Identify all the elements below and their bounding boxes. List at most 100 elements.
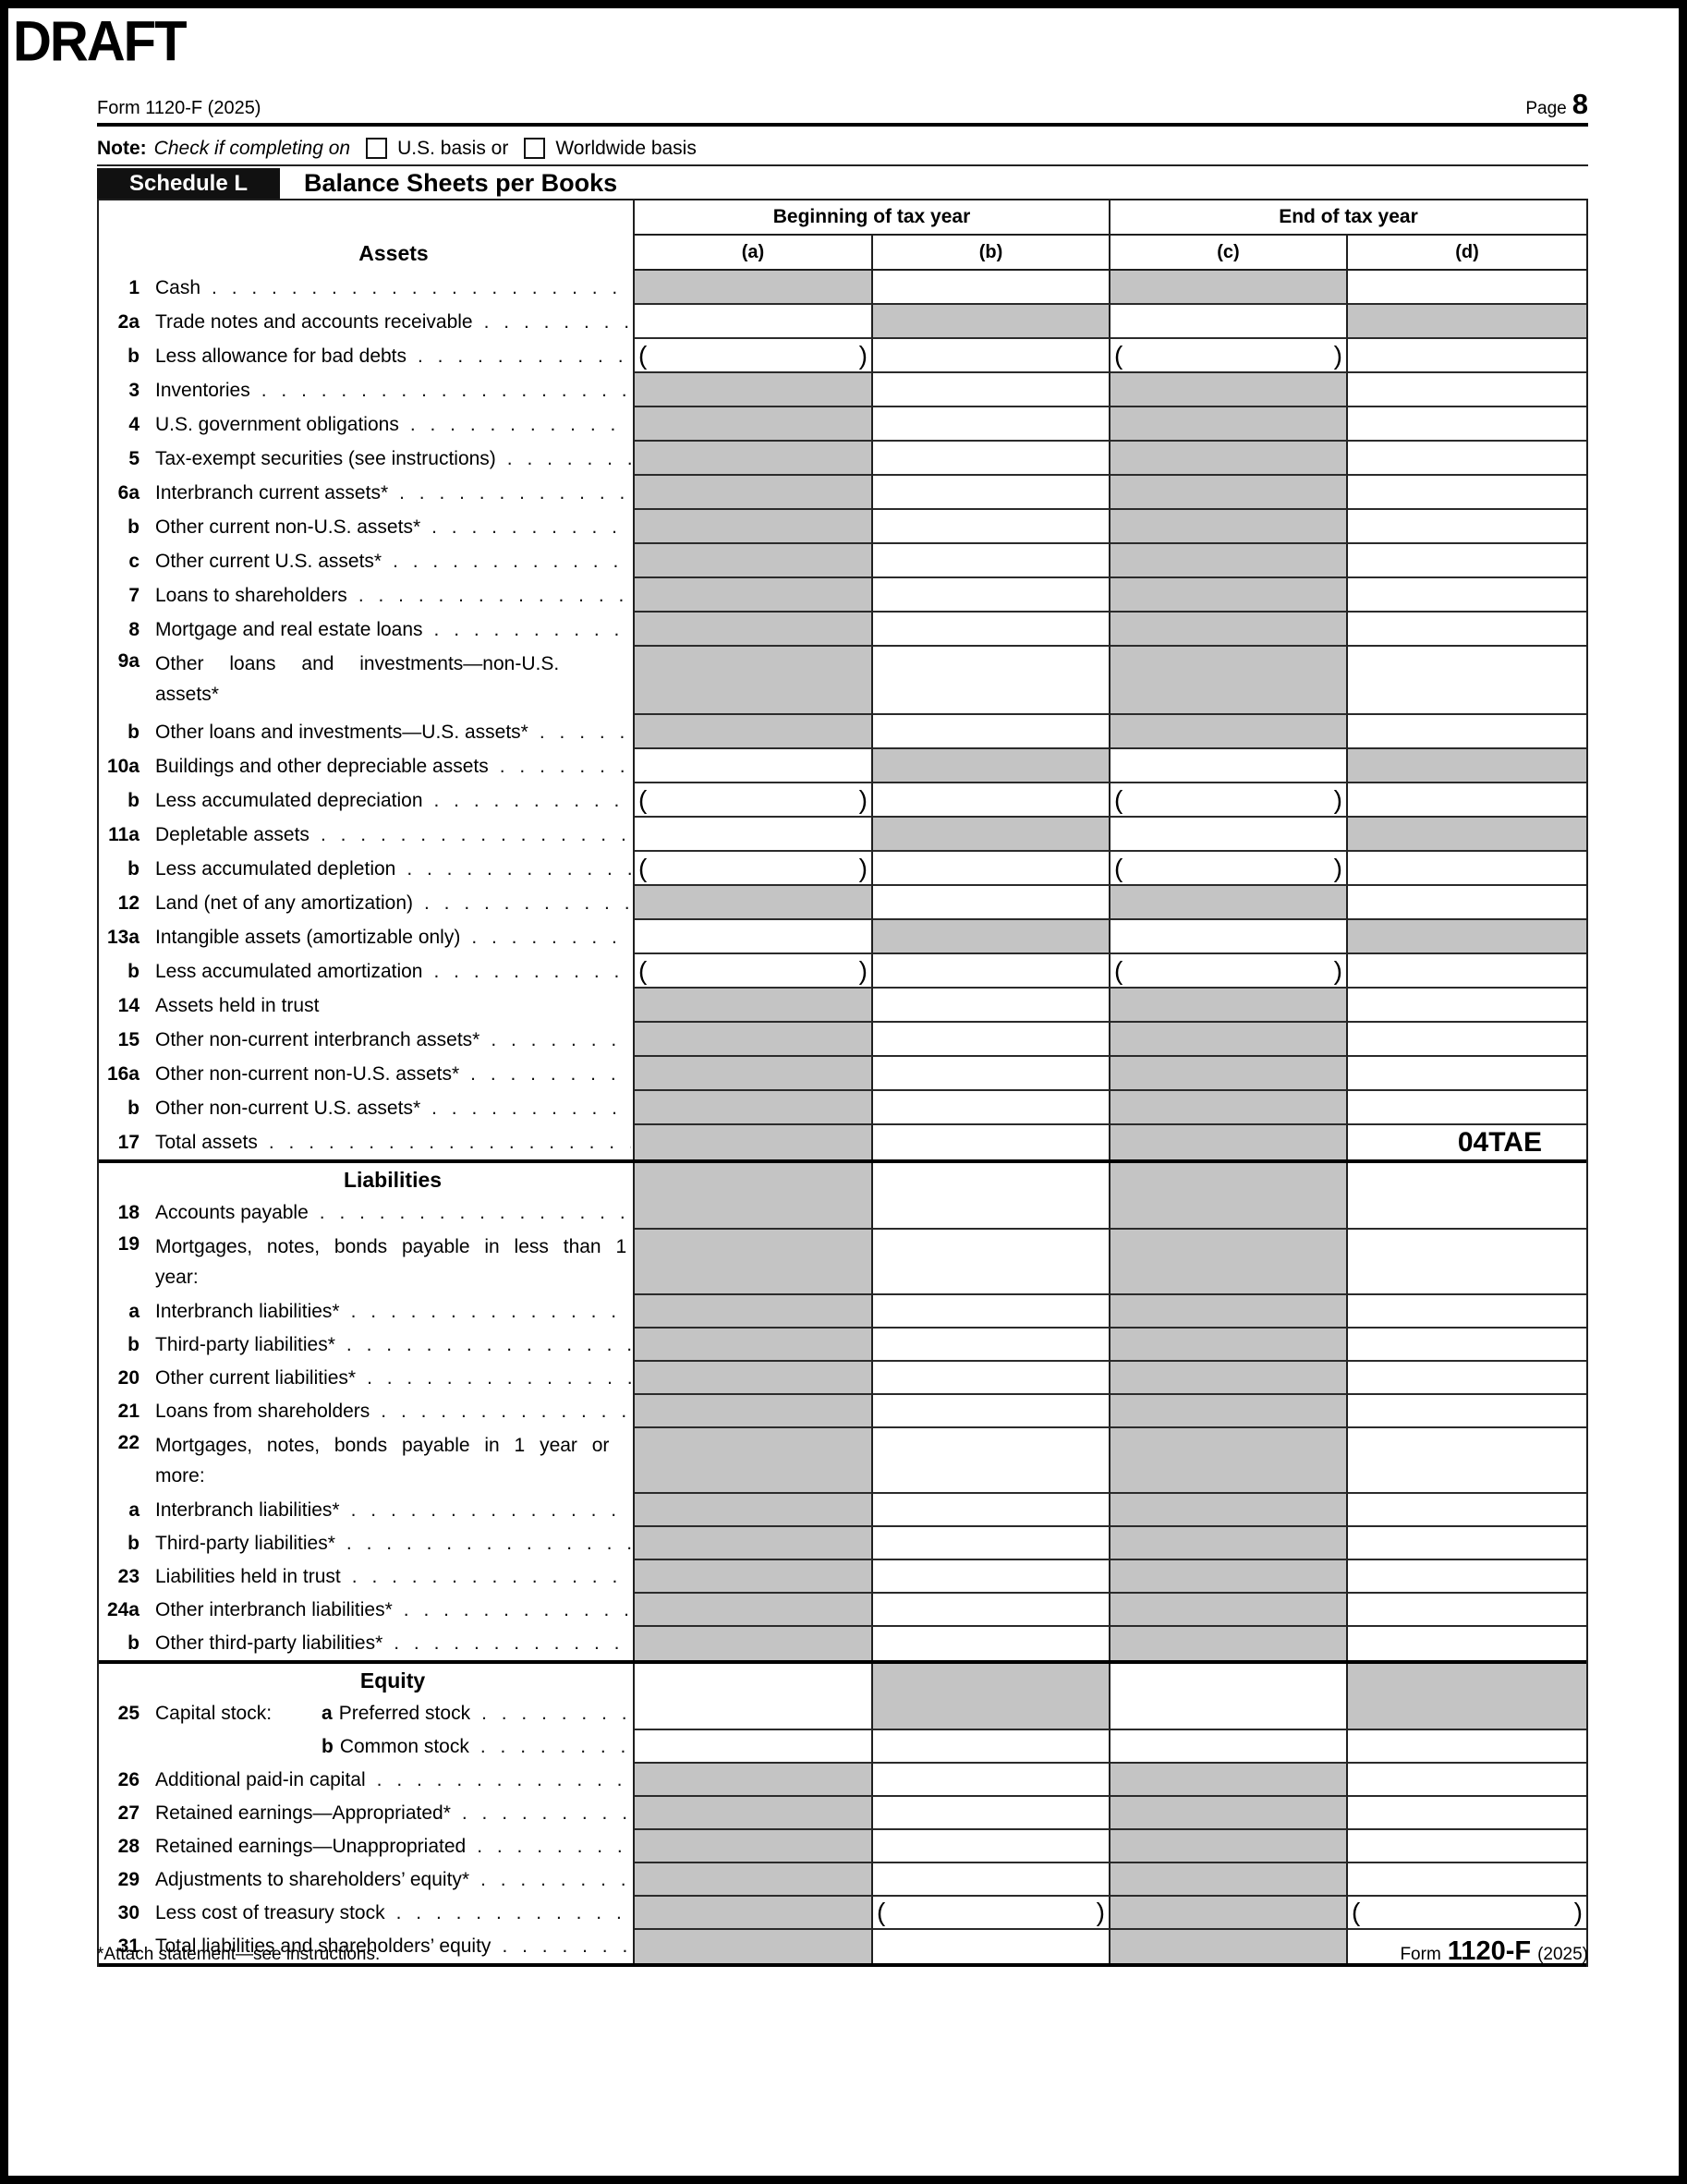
cell-liabilities-b[interactable]: [873, 1163, 1111, 1196]
cell-22-b[interactable]: [873, 1428, 1111, 1494]
cell-18-b[interactable]: [873, 1196, 1111, 1230]
cell-1-b[interactable]: [873, 271, 1111, 305]
cell-10a-c[interactable]: [1111, 749, 1348, 783]
cell-11b-c[interactable]: (): [1111, 852, 1348, 886]
cell-25b-d[interactable]: [1348, 1730, 1586, 1764]
cell-29-d[interactable]: [1348, 1863, 1586, 1897]
cell-7-b[interactable]: [873, 578, 1111, 613]
cell-28-d[interactable]: [1348, 1830, 1586, 1863]
cell-10b-b[interactable]: [873, 783, 1111, 818]
cell-11b-d[interactable]: [1348, 852, 1586, 886]
cell-16a-d[interactable]: [1348, 1057, 1586, 1091]
cell-31-b[interactable]: [873, 1930, 1111, 1963]
cell-22-d[interactable]: [1348, 1428, 1586, 1494]
cell-19a-d[interactable]: [1348, 1295, 1586, 1329]
cell-6a-b[interactable]: [873, 476, 1111, 510]
cell-22b-b[interactable]: [873, 1527, 1111, 1560]
cell-20-d[interactable]: [1348, 1362, 1586, 1395]
cell-22b-d[interactable]: [1348, 1527, 1586, 1560]
cell-10a-a[interactable]: [635, 749, 873, 783]
cell-24b-d[interactable]: [1348, 1627, 1586, 1660]
cell-30-b[interactable]: (): [873, 1897, 1111, 1930]
cell-equity-a[interactable]: [635, 1664, 873, 1697]
cell-19-b[interactable]: [873, 1230, 1111, 1295]
cell-3-b[interactable]: [873, 373, 1111, 407]
cell-6b-d[interactable]: [1348, 510, 1586, 544]
cell-2b-d[interactable]: [1348, 339, 1586, 373]
cell-26-b[interactable]: [873, 1764, 1111, 1797]
cell-13b-d[interactable]: [1348, 954, 1586, 989]
cell-31-d[interactable]: [1348, 1930, 1586, 1963]
cell-11a-a[interactable]: [635, 818, 873, 852]
worldwide-basis-checkbox[interactable]: [524, 138, 546, 159]
cell-16b-b[interactable]: [873, 1091, 1111, 1125]
cell-10b-a[interactable]: (): [635, 783, 873, 818]
cell-5-d[interactable]: [1348, 442, 1586, 476]
cell-19b-b[interactable]: [873, 1329, 1111, 1362]
cell-11b-b[interactable]: [873, 852, 1111, 886]
cell-15-d[interactable]: [1348, 1023, 1586, 1057]
cell-6a-d[interactable]: [1348, 476, 1586, 510]
cell-25a-a[interactable]: [635, 1697, 873, 1730]
cell-24a-b[interactable]: [873, 1594, 1111, 1627]
cell-19-d[interactable]: [1348, 1230, 1586, 1295]
cell-29-b[interactable]: [873, 1863, 1111, 1897]
cell-19b-d[interactable]: [1348, 1329, 1586, 1362]
cell-14-b[interactable]: [873, 989, 1111, 1023]
cell-2a-a[interactable]: [635, 305, 873, 339]
cell-28-b[interactable]: [873, 1830, 1111, 1863]
cell-19a-b[interactable]: [873, 1295, 1111, 1329]
cell-11a-c[interactable]: [1111, 818, 1348, 852]
cell-8-d[interactable]: [1348, 613, 1586, 647]
cell-27-d[interactable]: [1348, 1797, 1586, 1830]
cell-22a-d[interactable]: [1348, 1494, 1586, 1527]
cell-11b-a[interactable]: (): [635, 852, 873, 886]
cell-30-d[interactable]: (): [1348, 1897, 1586, 1930]
cell-23-d[interactable]: [1348, 1560, 1586, 1594]
cell-22a-b[interactable]: [873, 1494, 1111, 1527]
cell-1-d[interactable]: [1348, 271, 1586, 305]
cell-6c-d[interactable]: [1348, 544, 1586, 578]
cell-24b-b[interactable]: [873, 1627, 1111, 1660]
cell-13b-b[interactable]: [873, 954, 1111, 989]
cell-16b-d[interactable]: [1348, 1091, 1586, 1125]
cell-25a-c[interactable]: [1111, 1697, 1348, 1730]
cell-8-b[interactable]: [873, 613, 1111, 647]
cell-23-b[interactable]: [873, 1560, 1111, 1594]
cell-2a-c[interactable]: [1111, 305, 1348, 339]
cell-14-d[interactable]: [1348, 989, 1586, 1023]
cell-3-d[interactable]: [1348, 373, 1586, 407]
cell-24a-d[interactable]: [1348, 1594, 1586, 1627]
cell-15-b[interactable]: [873, 1023, 1111, 1057]
us-basis-checkbox[interactable]: [366, 138, 388, 159]
cell-4-d[interactable]: [1348, 407, 1586, 442]
cell-20-b[interactable]: [873, 1362, 1111, 1395]
cell-2b-a[interactable]: (): [635, 339, 873, 373]
cell-25b-a[interactable]: [635, 1730, 873, 1764]
cell-17-d[interactable]: 04TAE: [1348, 1125, 1586, 1159]
cell-25b-b[interactable]: [873, 1730, 1111, 1764]
cell-12-d[interactable]: [1348, 886, 1586, 920]
cell-6c-b[interactable]: [873, 544, 1111, 578]
cell-25b-c[interactable]: [1111, 1730, 1348, 1764]
cell-13b-a[interactable]: (): [635, 954, 873, 989]
cell-21-d[interactable]: [1348, 1395, 1586, 1428]
cell-9b-b[interactable]: [873, 715, 1111, 749]
cell-6b-b[interactable]: [873, 510, 1111, 544]
cell-9a-d[interactable]: [1348, 647, 1586, 715]
cell-9b-d[interactable]: [1348, 715, 1586, 749]
cell-12-b[interactable]: [873, 886, 1111, 920]
cell-21-b[interactable]: [873, 1395, 1111, 1428]
cell-2b-c[interactable]: (): [1111, 339, 1348, 373]
cell-equity-c[interactable]: [1111, 1664, 1348, 1697]
cell-16a-b[interactable]: [873, 1057, 1111, 1091]
cell-4-b[interactable]: [873, 407, 1111, 442]
cell-26-d[interactable]: [1348, 1764, 1586, 1797]
cell-13b-c[interactable]: (): [1111, 954, 1348, 989]
cell-13a-a[interactable]: [635, 920, 873, 954]
cell-2b-b[interactable]: [873, 339, 1111, 373]
cell-10b-d[interactable]: [1348, 783, 1586, 818]
cell-7-d[interactable]: [1348, 578, 1586, 613]
cell-27-b[interactable]: [873, 1797, 1111, 1830]
cell-5-b[interactable]: [873, 442, 1111, 476]
